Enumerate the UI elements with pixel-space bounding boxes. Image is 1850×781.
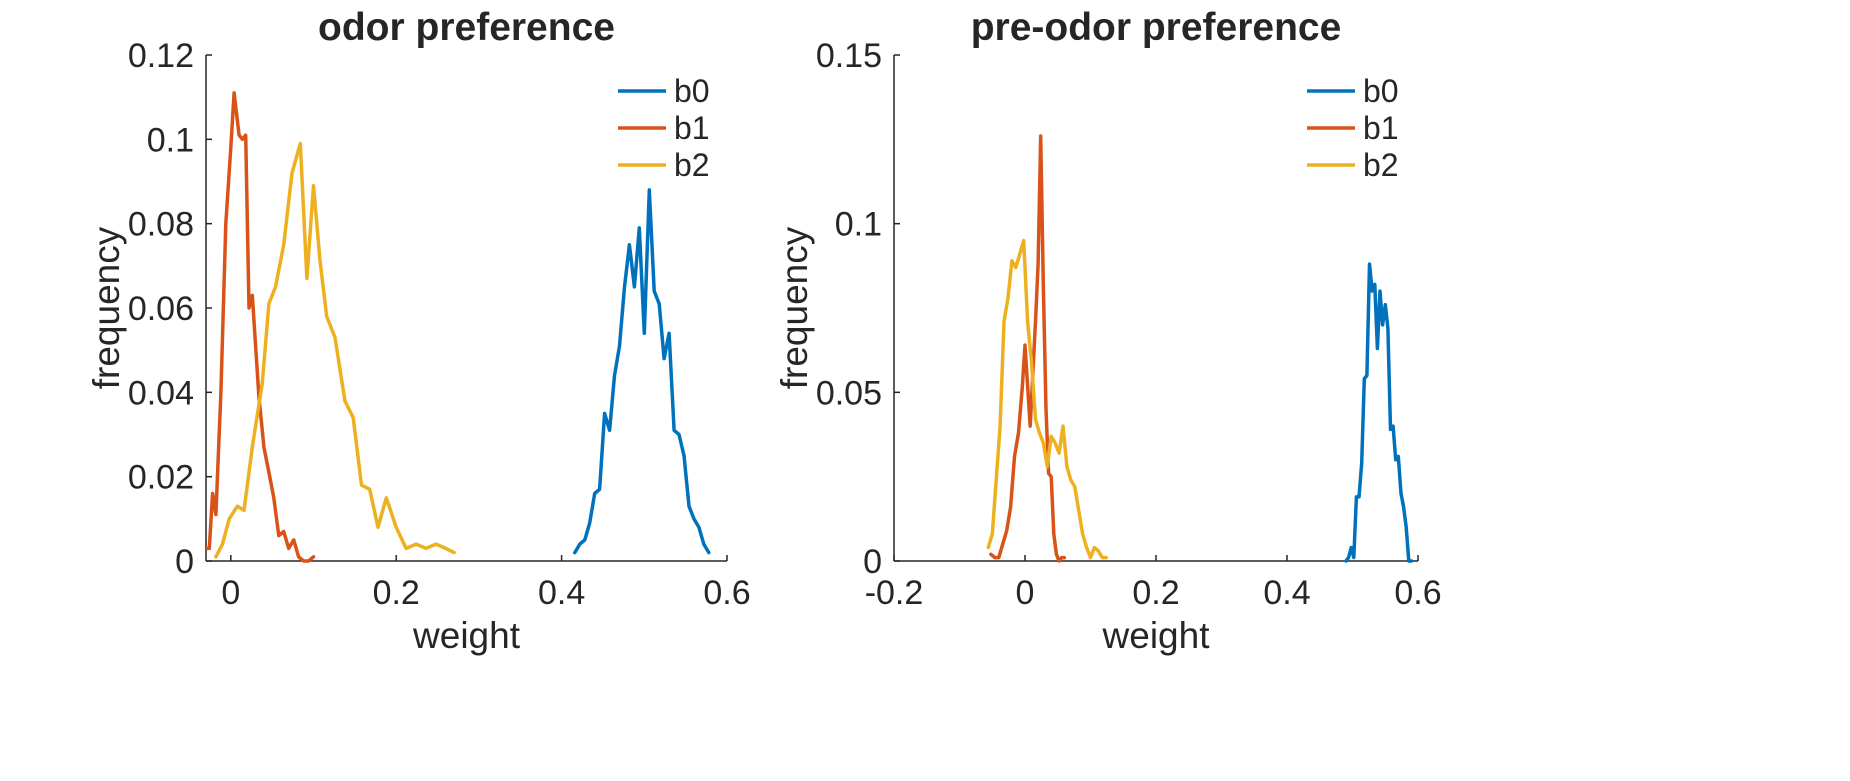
- chart-title: odor preference: [318, 6, 615, 49]
- y-tick-label: 0.06: [128, 290, 194, 328]
- y-tick-label: 0.12: [128, 37, 194, 75]
- series-line-b2: [214, 141, 456, 559]
- y-tick-label: 0: [863, 543, 882, 581]
- x-tick-label: -0.2: [865, 574, 924, 612]
- legend-label-b0: b0: [674, 73, 710, 109]
- series-line-b2: [986, 238, 1108, 560]
- y-axis-label: frequency: [774, 226, 815, 389]
- x-tick-label: 0.2: [1132, 574, 1179, 612]
- x-tick-label: 0.4: [1263, 574, 1310, 612]
- x-axis-label: weight: [412, 615, 521, 656]
- y-tick-label: 0.1: [147, 121, 194, 159]
- x-tick-label: 0.6: [703, 574, 750, 612]
- y-tick-label: 0.04: [128, 374, 194, 412]
- x-tick-label: 0.2: [373, 574, 420, 612]
- y-tick-label: 0.02: [128, 459, 194, 497]
- series-line-b1: [206, 91, 316, 563]
- legend-label-b0: b0: [1363, 73, 1399, 109]
- y-tick-label: 0.05: [816, 374, 882, 412]
- x-tick-label: 0: [1016, 574, 1035, 612]
- y-tick-label: 0.15: [816, 37, 882, 75]
- x-axis-label: weight: [1102, 615, 1211, 656]
- y-tick-label: 0.08: [128, 206, 194, 244]
- series-line-b0: [1344, 262, 1414, 563]
- legend-label-b2: b2: [674, 147, 710, 183]
- y-tick-label: 0.1: [835, 206, 882, 244]
- legend-label-b2: b2: [1363, 147, 1399, 183]
- y-axis-label: frequency: [86, 226, 127, 389]
- x-tick-label: 0: [221, 574, 240, 612]
- legend-label-b1: b1: [1363, 110, 1399, 146]
- x-tick-label: 0.6: [1394, 574, 1441, 612]
- series-line-b0: [573, 188, 711, 555]
- chart-panel-1: 0 0.02 0.04 0.06 0.08 0.1 0.12 0 0.2 0.4 0.6 odor p…: [86, 6, 751, 656]
- y-tick-label: 0: [175, 543, 194, 581]
- chart-title: pre-odor preference: [971, 6, 1342, 49]
- x-tick-label: 0.4: [538, 574, 585, 612]
- legend-label-b1: b1: [674, 110, 710, 146]
